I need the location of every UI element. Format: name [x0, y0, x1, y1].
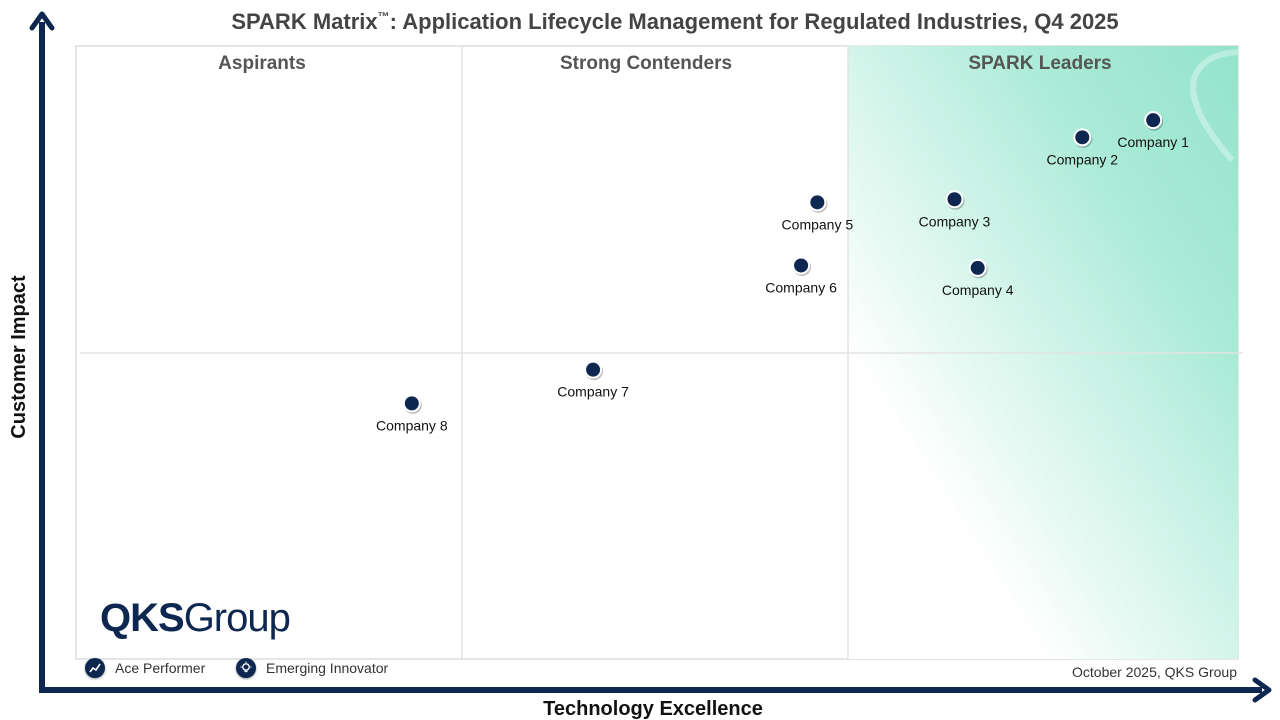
legend-ace-performer-label: Ace Performer — [115, 660, 206, 676]
y-axis-arrowhead — [29, 11, 55, 31]
trend-up-icon — [85, 658, 105, 678]
y-axis-title: Customer Impact — [8, 275, 30, 439]
data-point-marker[interactable] — [1073, 128, 1092, 147]
lightbulb-icon — [236, 658, 256, 678]
trademark-symbol: ™ — [377, 9, 390, 24]
data-point-marker[interactable] — [1144, 111, 1163, 130]
data-point-marker[interactable] — [808, 193, 827, 212]
data-point-marker[interactable] — [968, 258, 987, 277]
logo-light-text: Group — [183, 596, 291, 640]
data-point-label: Company 6 — [765, 279, 837, 295]
title-main: SPARK Matrix — [231, 9, 378, 34]
chart-title: SPARK Matrix™: Application Lifecycle Man… — [0, 9, 1280, 35]
leaders-decor-swoosh — [1190, 49, 1239, 162]
legend-emerging-innovator: Emerging Innovator — [236, 658, 388, 678]
legend-ace-performer: Ace Performer — [85, 658, 205, 678]
qks-group-logo: QKSGroup — [100, 596, 291, 641]
data-point-label: Company 3 — [919, 213, 991, 229]
footnote-date-source: October 2025, QKS Group — [1072, 664, 1237, 680]
data-point-label: Company 5 — [782, 216, 854, 232]
data-point-label: Company 8 — [376, 417, 448, 433]
x-axis-title: Technology Excellence — [543, 698, 763, 720]
x-axis-arrowhead — [1252, 677, 1272, 703]
quadrant-label-strong-contenders: Strong Contenders — [560, 53, 732, 74]
logo-bold-text: QKS — [100, 596, 185, 640]
data-point-marker[interactable] — [584, 360, 603, 379]
data-point-marker[interactable] — [402, 394, 421, 413]
quadrant-label-aspirants: Aspirants — [218, 53, 306, 74]
data-point-marker[interactable] — [945, 190, 964, 209]
data-point-label: Company 1 — [1117, 134, 1189, 150]
title-rest: : Application Lifecycle Management for R… — [389, 9, 1119, 34]
data-point-label: Company 4 — [942, 282, 1014, 298]
data-point-marker[interactable] — [792, 256, 811, 275]
data-point-label: Company 7 — [557, 384, 629, 400]
quadrant-label-spark-leaders: SPARK Leaders — [968, 53, 1111, 74]
data-point-label: Company 2 — [1046, 151, 1118, 167]
legend-emerging-innovator-label: Emerging Innovator — [266, 660, 389, 676]
